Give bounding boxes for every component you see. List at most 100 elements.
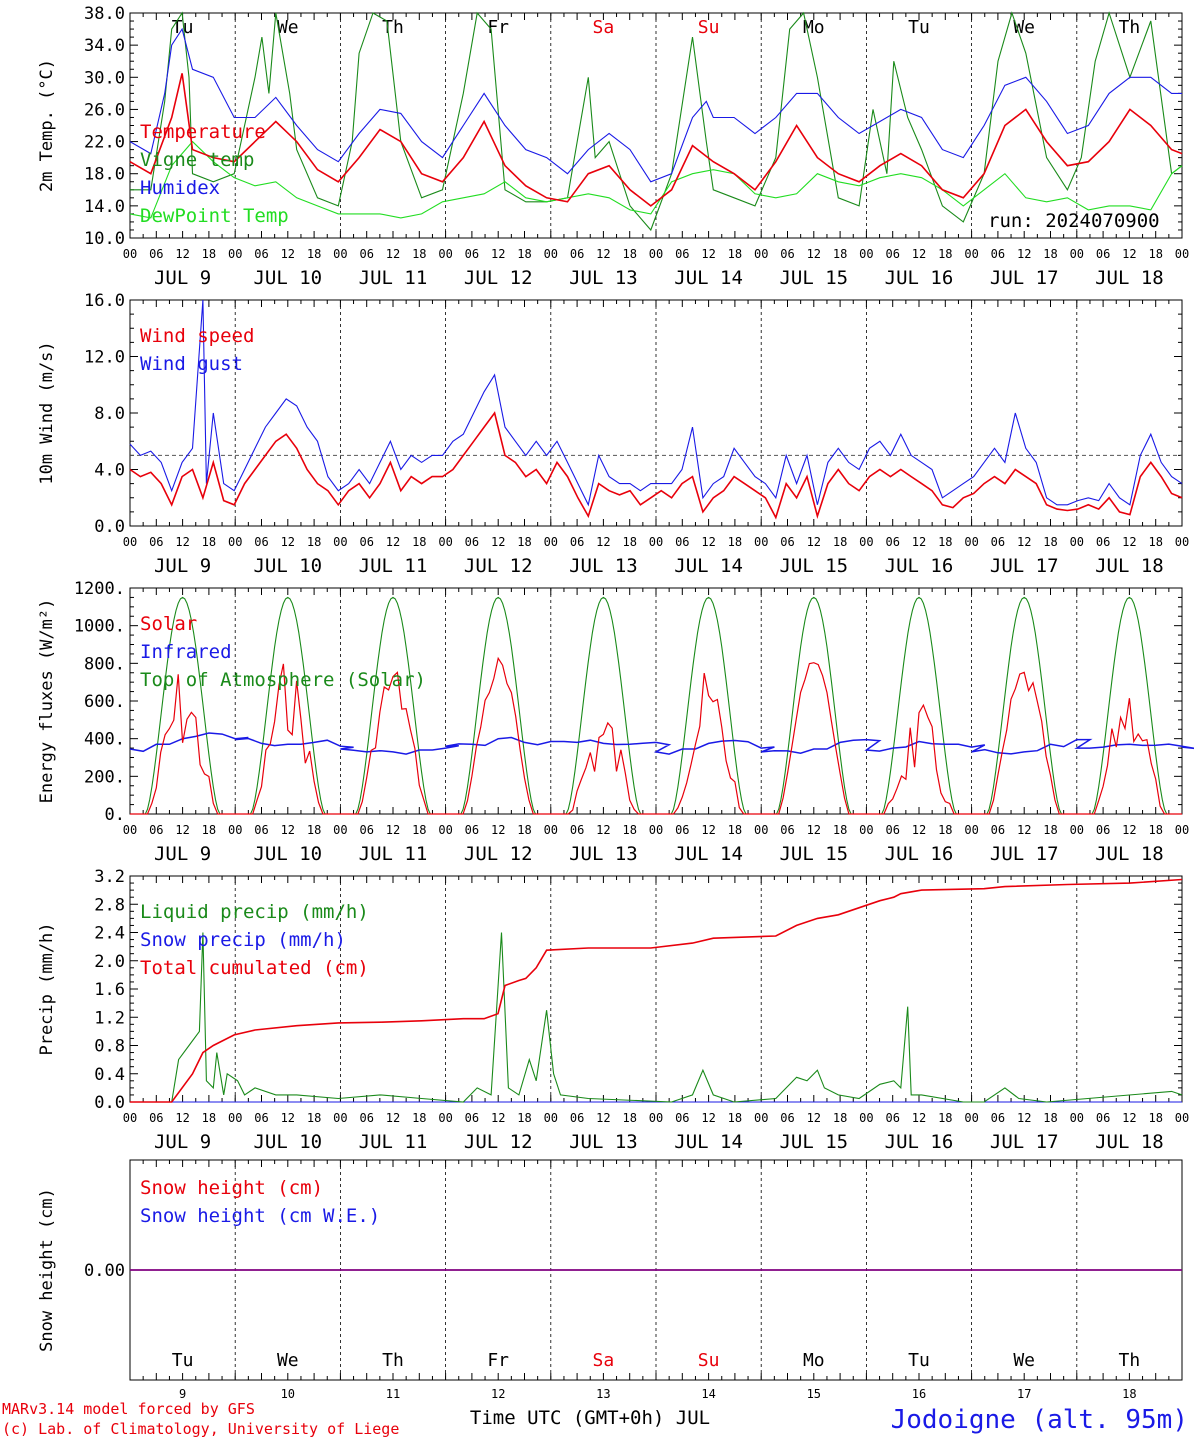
date-label: JUL 13 bbox=[569, 843, 638, 865]
hour-tick-label: 00 bbox=[1175, 247, 1189, 261]
y-tick-label: 10.0 bbox=[84, 229, 125, 249]
hour-tick-label: 12 bbox=[491, 247, 505, 261]
date-label: JUL 17 bbox=[990, 555, 1059, 577]
hour-tick-label: 00 bbox=[1175, 1111, 1189, 1125]
hour-tick-label: 12 bbox=[701, 247, 715, 261]
hour-tick-label: 18 bbox=[517, 823, 531, 837]
date-label: JUL 9 bbox=[154, 555, 211, 577]
date-label: JUL 17 bbox=[990, 1131, 1059, 1153]
day-name-label: Th bbox=[1119, 17, 1141, 38]
hour-tick-label: 00 bbox=[544, 823, 558, 837]
y-tick-label: 4.0 bbox=[94, 461, 125, 481]
hour-tick-label: 12 bbox=[912, 247, 926, 261]
hour-tick-label: 00 bbox=[1070, 535, 1084, 549]
y-tick-label: 34.0 bbox=[84, 36, 125, 56]
legend-entry: Snow height (cm W.E.) bbox=[140, 1205, 380, 1227]
hour-tick-label: 06 bbox=[675, 535, 689, 549]
y-axis-label: Snow height (cm) bbox=[37, 1188, 57, 1352]
day-name-label: Tu bbox=[908, 1350, 930, 1371]
hour-tick-label: 18 bbox=[412, 1111, 426, 1125]
day-name-label: We bbox=[277, 17, 299, 38]
hour-tick-label: 18 bbox=[938, 823, 952, 837]
series-line bbox=[129, 73, 1183, 207]
hour-tick-label: 06 bbox=[780, 535, 794, 549]
hour-tick-label: 00 bbox=[544, 1111, 558, 1125]
hour-tick-label: 06 bbox=[885, 535, 899, 549]
hour-tick-label: 18 bbox=[1043, 247, 1057, 261]
hour-tick-label: 18 bbox=[1148, 247, 1162, 261]
hour-tick-label: 12 bbox=[1017, 1111, 1031, 1125]
panel-2: 0.0 4.0 8.0 12.0 16.0 10m Wind (m/s) 00 06 12 18 0… bbox=[37, 291, 1189, 577]
hour-tick-label: 00 bbox=[859, 247, 873, 261]
y-tick-label: 22.0 bbox=[84, 133, 125, 153]
hour-tick-label: 06 bbox=[1096, 1111, 1110, 1125]
day-name-label: Tu bbox=[172, 1350, 194, 1371]
y-tick-label: 0.0 bbox=[94, 517, 125, 537]
hour-tick-label: 12 bbox=[1017, 247, 1031, 261]
hour-tick-label: 12 bbox=[281, 823, 295, 837]
hour-tick-label: 12 bbox=[491, 1111, 505, 1125]
hour-tick-label: 18 bbox=[622, 1111, 636, 1125]
day-number-label: 16 bbox=[912, 1387, 926, 1401]
hour-tick-label: 00 bbox=[859, 535, 873, 549]
y-tick-label: 1.6 bbox=[94, 980, 125, 1000]
day-name-label: Th bbox=[1119, 1350, 1141, 1371]
y-tick-label: 1.2 bbox=[94, 1008, 125, 1028]
hour-tick-label: 12 bbox=[386, 823, 400, 837]
hour-tick-label: 00 bbox=[1175, 535, 1189, 549]
station-name: Jodoigne (alt. 95m) bbox=[891, 1405, 1188, 1435]
hour-tick-label: 18 bbox=[728, 1111, 742, 1125]
day-name-label: Mo bbox=[803, 1350, 825, 1371]
day-number-label: 11 bbox=[386, 1387, 400, 1401]
hour-tick-label: 06 bbox=[359, 247, 373, 261]
y-tick-label: 1000. bbox=[74, 617, 125, 637]
hour-tick-label: 00 bbox=[333, 535, 347, 549]
hour-tick-label: 06 bbox=[780, 1111, 794, 1125]
legend-entry: Liquid precip (mm/h) bbox=[140, 901, 369, 923]
hour-tick-label: 00 bbox=[754, 823, 768, 837]
y-axis-label: Precip (mm/h) bbox=[37, 922, 57, 1055]
hour-tick-label: 06 bbox=[1096, 535, 1110, 549]
hour-tick-label: 06 bbox=[885, 1111, 899, 1125]
hour-tick-label: 06 bbox=[465, 535, 479, 549]
y-tick-label: 2.0 bbox=[94, 952, 125, 972]
hour-tick-label: 06 bbox=[675, 247, 689, 261]
hour-tick-label: 18 bbox=[202, 247, 216, 261]
hour-tick-label: 00 bbox=[438, 535, 452, 549]
date-label: JUL 11 bbox=[359, 843, 428, 865]
date-label: JUL 14 bbox=[674, 843, 743, 865]
hour-tick-label: 00 bbox=[964, 823, 978, 837]
hour-tick-label: 06 bbox=[991, 247, 1005, 261]
date-label: JUL 10 bbox=[253, 555, 322, 577]
y-tick-label: 12.0 bbox=[84, 348, 125, 368]
hour-tick-label: 00 bbox=[649, 247, 663, 261]
hour-tick-label: 18 bbox=[307, 535, 321, 549]
legend-entry: Wind speed bbox=[140, 325, 254, 347]
date-label: JUL 11 bbox=[359, 267, 428, 289]
day-name-label: Sa bbox=[593, 1350, 615, 1371]
y-tick-label: 0.00 bbox=[84, 1261, 125, 1281]
hour-tick-label: 18 bbox=[412, 823, 426, 837]
y-axis-label: 10m Wind (m/s) bbox=[37, 341, 57, 484]
series-line bbox=[129, 411, 1183, 520]
y-tick-label: 16.0 bbox=[84, 291, 125, 311]
hour-tick-label: 18 bbox=[307, 247, 321, 261]
hour-tick-label: 12 bbox=[386, 1111, 400, 1125]
y-tick-label: 600. bbox=[84, 692, 125, 712]
legend-entry: Total cumulated (cm) bbox=[140, 957, 369, 979]
hour-tick-label: 18 bbox=[517, 1111, 531, 1125]
y-tick-label: 8.0 bbox=[94, 404, 125, 424]
hour-tick-label: 12 bbox=[1122, 247, 1136, 261]
series-line bbox=[130, 878, 1183, 1103]
y-axis-label: Energy fluxes (W/m²) bbox=[37, 599, 57, 804]
hour-tick-label: 12 bbox=[175, 247, 189, 261]
y-axis-label: 2m Temp. (°C) bbox=[37, 59, 57, 192]
hour-tick-label: 00 bbox=[228, 247, 242, 261]
hour-tick-label: 18 bbox=[1043, 535, 1057, 549]
hour-tick-label: 18 bbox=[307, 1111, 321, 1125]
hour-tick-label: 18 bbox=[202, 823, 216, 837]
hour-tick-label: 18 bbox=[622, 247, 636, 261]
series-line bbox=[130, 656, 1182, 815]
hour-tick-label: 00 bbox=[754, 247, 768, 261]
